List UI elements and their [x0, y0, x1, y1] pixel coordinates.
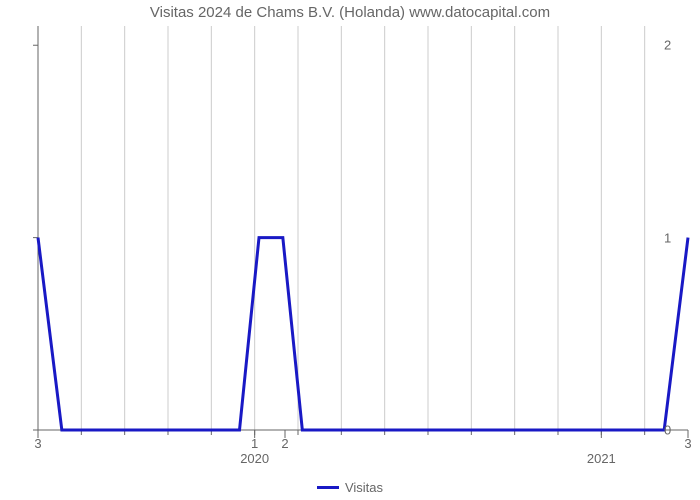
legend-label: Visitas — [345, 480, 383, 495]
chart-title: Visitas 2024 de Chams B.V. (Holanda) www… — [0, 4, 700, 21]
y-tick-label: 1 — [664, 230, 696, 245]
x-tick-label: 2 — [281, 436, 288, 451]
x-tick-label: 12020 — [240, 436, 269, 466]
x-tick-label: 2021 — [587, 436, 616, 466]
legend-swatch — [317, 486, 339, 489]
legend: Visitas — [0, 476, 700, 495]
x-tick-label: 3 — [34, 436, 41, 451]
x-tick-label: 3 — [684, 436, 691, 451]
y-tick-label: 2 — [664, 38, 696, 53]
chart-plot-area — [38, 26, 688, 470]
